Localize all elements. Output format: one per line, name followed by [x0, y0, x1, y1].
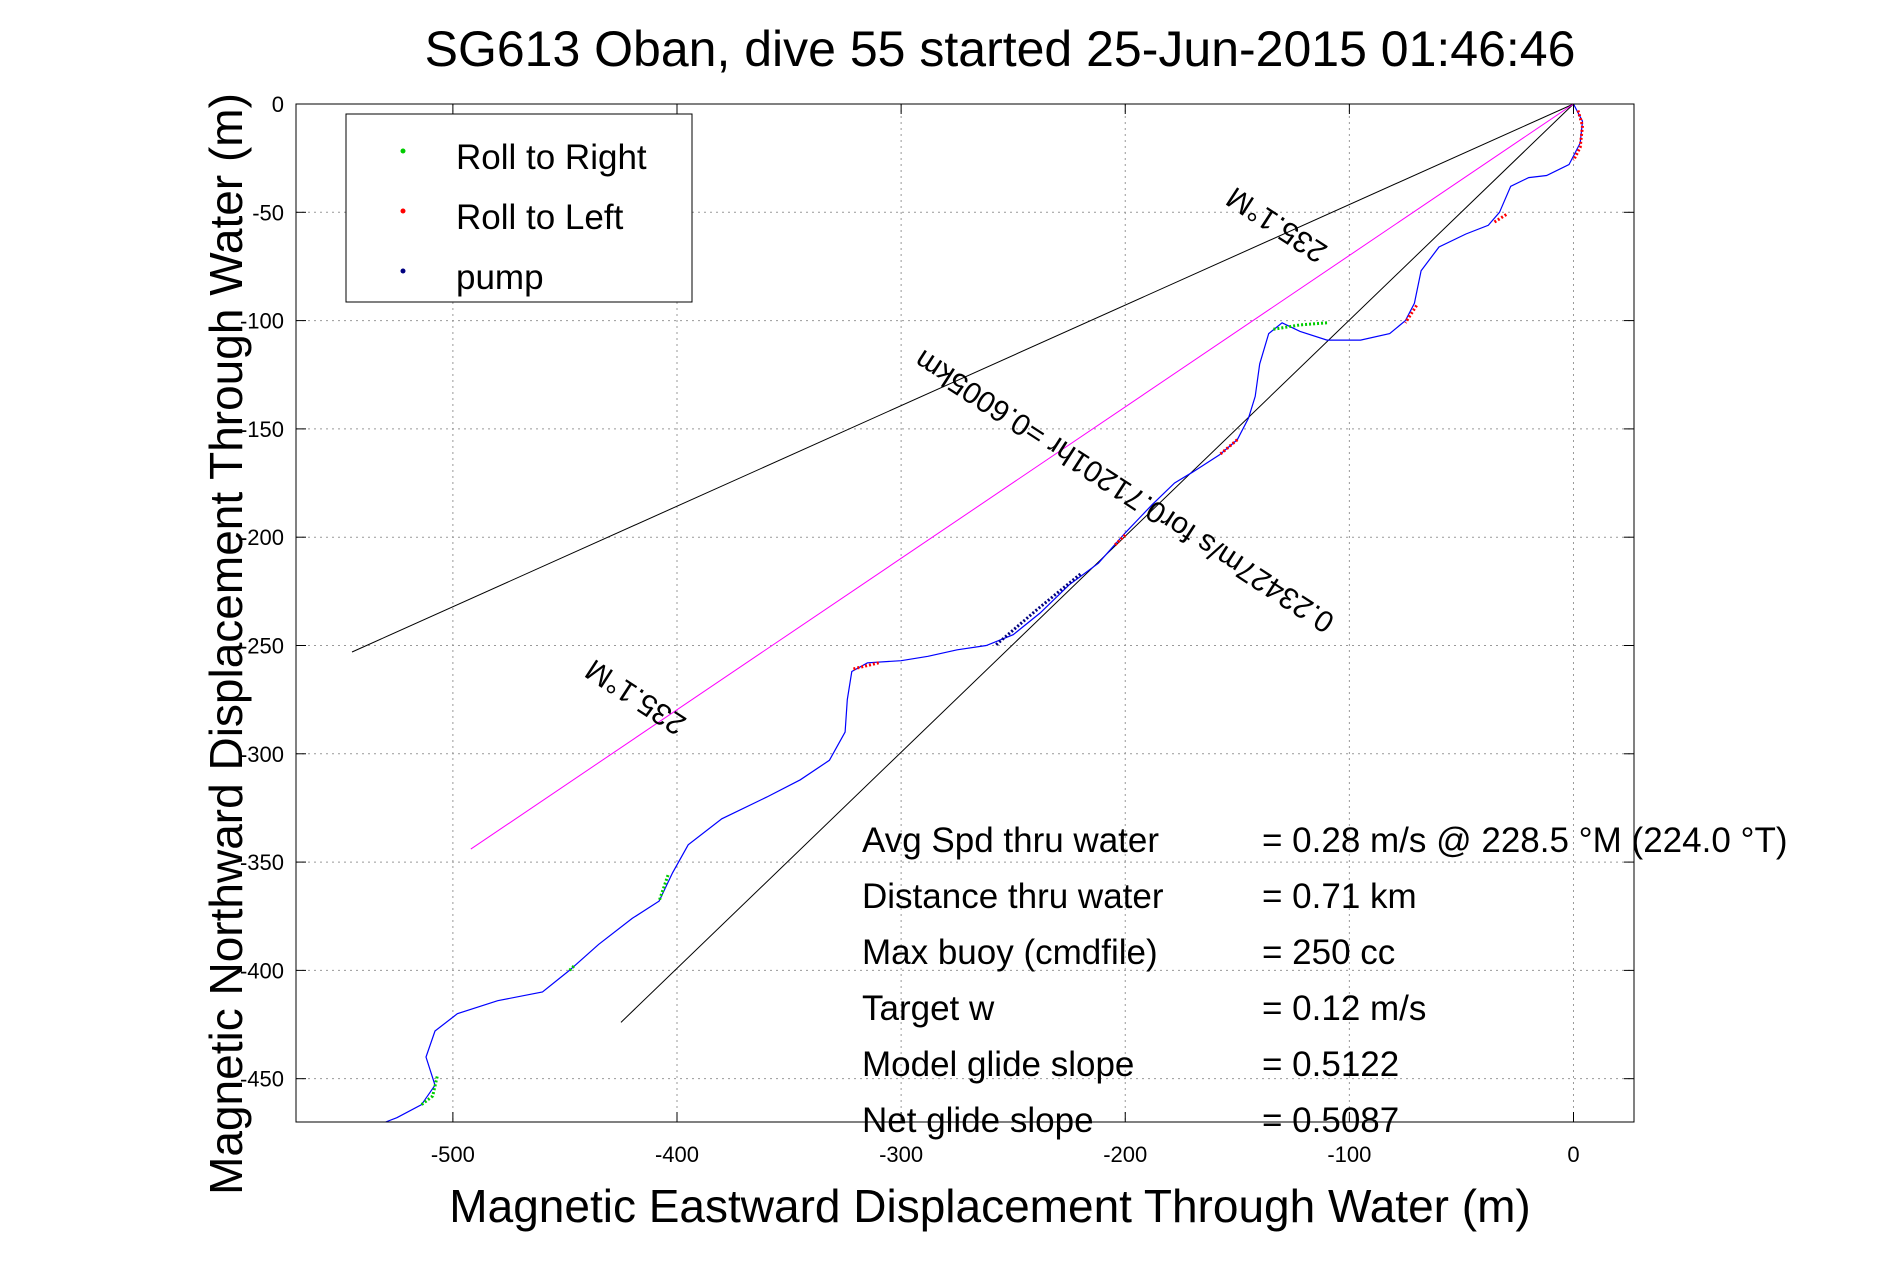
y-tick-label: 0	[272, 92, 284, 117]
stat-label: Target w	[862, 989, 995, 1028]
stat-label: Distance thru water	[862, 877, 1164, 916]
x-tick-label: -200	[1103, 1142, 1147, 1167]
roll-right-segment	[1272, 321, 1328, 331]
stat-label: Avg Spd thru water	[862, 821, 1159, 860]
pump-segment	[994, 572, 1082, 647]
stat-value: = 0.12 m/s	[1262, 989, 1426, 1028]
roll-left-segment	[1112, 533, 1127, 547]
legend-label: Roll to Right	[456, 138, 647, 177]
legend-marker	[400, 268, 406, 274]
y-tick-label: -350	[240, 850, 284, 875]
roll-left-segment	[1491, 213, 1508, 225]
roll-right-segment	[420, 1076, 439, 1106]
y-tick-label: -300	[240, 742, 284, 767]
legend-label: Roll to Left	[456, 198, 624, 237]
stat-label: Model glide slope	[862, 1045, 1134, 1084]
stats-panel: Avg Spd thru water = 0.28 m/s @ 228.5 °M …	[862, 821, 1788, 1140]
x-tick-label: -300	[879, 1142, 923, 1167]
reference-line	[351, 103, 1574, 653]
stat-value: = 250 cc	[1262, 933, 1395, 972]
legend-label: pump	[456, 258, 544, 297]
y-axis-label: Magnetic Northward Displacement Through …	[200, 93, 252, 1195]
y-tick-label: -200	[240, 525, 284, 550]
x-tick-label: 0	[1567, 1142, 1579, 1167]
roll-left-segment	[851, 661, 880, 671]
plot-markers	[420, 110, 1585, 1106]
stat-value: = 0.5087	[1262, 1101, 1399, 1140]
chart-title: SG613 Oban, dive 55 started 25-Jun-2015 …	[425, 21, 1576, 77]
stat-value: = 0.71 km	[1262, 877, 1417, 916]
y-tick-label: -450	[240, 1067, 284, 1092]
y-tick-label: -250	[240, 633, 284, 658]
x-tick-label: -100	[1327, 1142, 1371, 1167]
y-tick-label: -400	[240, 958, 284, 983]
stat-value: = 0.28 m/s @ 228.5 °M (224.0 °T)	[1262, 821, 1788, 860]
y-tick-label: -50	[252, 200, 284, 225]
plot-frame	[295, 103, 1635, 1123]
reference-line	[620, 103, 1574, 1023]
x-tick-label: -400	[655, 1142, 699, 1167]
legend-marker	[400, 148, 406, 154]
y-tick-label: -150	[240, 417, 284, 442]
roll-left-segment	[1572, 110, 1585, 161]
roll-right-segment	[657, 874, 670, 902]
legend: Roll to Right Roll to Left pump	[345, 113, 693, 303]
legend-marker	[400, 208, 406, 214]
x-axis-label: Magnetic Eastward Displacement Through W…	[449, 1180, 1530, 1232]
x-tick-label: -500	[431, 1142, 475, 1167]
reference-line	[470, 103, 1574, 850]
roll-left-segment	[1404, 304, 1418, 324]
y-tick-label: -100	[240, 309, 284, 334]
axis-ticks: -500 -400 -300 -200 -100 0 0 -50 -100 -150 -200 -25…	[240, 92, 1634, 1167]
glider-track-line	[385, 103, 1584, 1123]
plot-lines	[351, 103, 1584, 1123]
stat-value: = 0.5122	[1262, 1045, 1399, 1084]
roll-right-segment	[568, 965, 575, 972]
stat-label: Max buoy (cmdfile)	[862, 933, 1158, 972]
stat-label: Net glide slope	[862, 1101, 1094, 1140]
